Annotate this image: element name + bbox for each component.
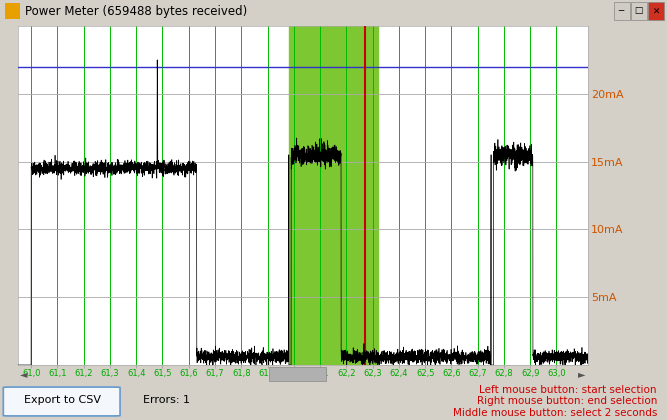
- Bar: [614, 2, 630, 20]
- Bar: [269, 367, 325, 381]
- Text: Power Meter (659488 bytes received): Power Meter (659488 bytes received): [25, 5, 247, 18]
- Text: ►: ►: [578, 369, 586, 379]
- Text: □: □: [632, 6, 646, 16]
- Text: Export to CSV: Export to CSV: [23, 395, 101, 405]
- FancyBboxPatch shape: [3, 387, 120, 416]
- Bar: [648, 2, 664, 20]
- Text: ─: ─: [616, 6, 627, 16]
- Bar: [289, 26, 378, 365]
- Text: Errors: 1: Errors: 1: [143, 395, 190, 405]
- Text: Left mouse button: start selection: Left mouse button: start selection: [480, 385, 657, 395]
- Text: Right mouse button: end selection: Right mouse button: end selection: [477, 396, 657, 407]
- Text: ✕: ✕: [650, 6, 663, 16]
- Bar: [631, 2, 647, 20]
- Bar: [5, 3, 20, 19]
- Text: ◄: ◄: [20, 369, 28, 379]
- Text: Middle mouse button: select 2 seconds: Middle mouse button: select 2 seconds: [453, 408, 657, 418]
